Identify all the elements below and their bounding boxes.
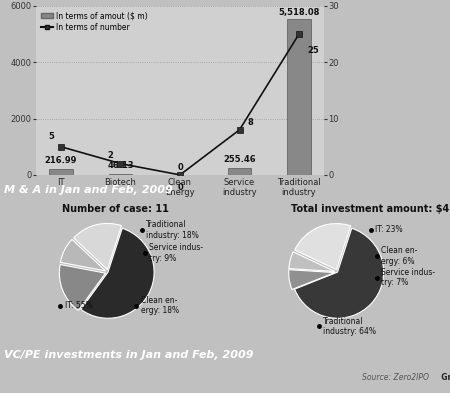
Text: Clean en-
ergy: 18%: Clean en- ergy: 18% [140,296,179,316]
Text: Total investment amount: $418.85 m: Total investment amount: $418.85 m [292,204,450,215]
Wedge shape [59,264,105,310]
Text: 0: 0 [177,162,183,171]
Legend: In terms of amout ($ m), In terms of number: In terms of amout ($ m), In terms of num… [40,10,149,33]
Wedge shape [289,252,335,272]
Wedge shape [60,239,106,271]
Bar [49,169,73,175]
Text: IT: 55%: IT: 55% [65,301,92,310]
Text: M & A in Jan and Feb, 2009: M & A in Jan and Feb, 2009 [4,185,173,195]
Text: Service indus-
try: 7%: Service indus- try: 7% [381,268,435,287]
Text: 5,518.08: 5,518.08 [278,7,320,17]
Text: Number of case: 11: Number of case: 11 [62,204,169,215]
Text: Service indus-
try: 9%: Service indus- try: 9% [149,244,203,263]
Text: IT: 23%: IT: 23% [375,225,403,234]
Bar [108,174,132,175]
Text: VC/PE investments in Jan and Feb, 2009: VC/PE investments in Jan and Feb, 2009 [4,350,254,360]
Wedge shape [74,224,122,270]
Bar [228,168,252,175]
Text: Clean en-
ergy: 6%: Clean en- ergy: 6% [381,246,417,266]
Text: 46.13: 46.13 [107,161,134,170]
Wedge shape [295,224,351,270]
Text: 2: 2 [108,151,114,160]
Text: 216.99: 216.99 [45,156,77,165]
Text: Traditional
industry: 64%: Traditional industry: 64% [323,317,376,336]
Text: 0: 0 [177,183,183,192]
Wedge shape [295,228,383,318]
Text: 8: 8 [248,118,253,127]
Text: 5: 5 [48,132,54,141]
Text: 255.46: 255.46 [223,155,256,164]
Text: 25: 25 [307,46,319,55]
Text: Graphics by Zhang Ye: Graphics by Zhang Ye [436,373,450,382]
Wedge shape [81,228,154,318]
Text: Source: Zero2IPO: Source: Zero2IPO [362,373,436,382]
Bar [287,20,311,175]
Text: Traditional
industry: 18%: Traditional industry: 18% [146,220,199,240]
Wedge shape [289,270,335,290]
